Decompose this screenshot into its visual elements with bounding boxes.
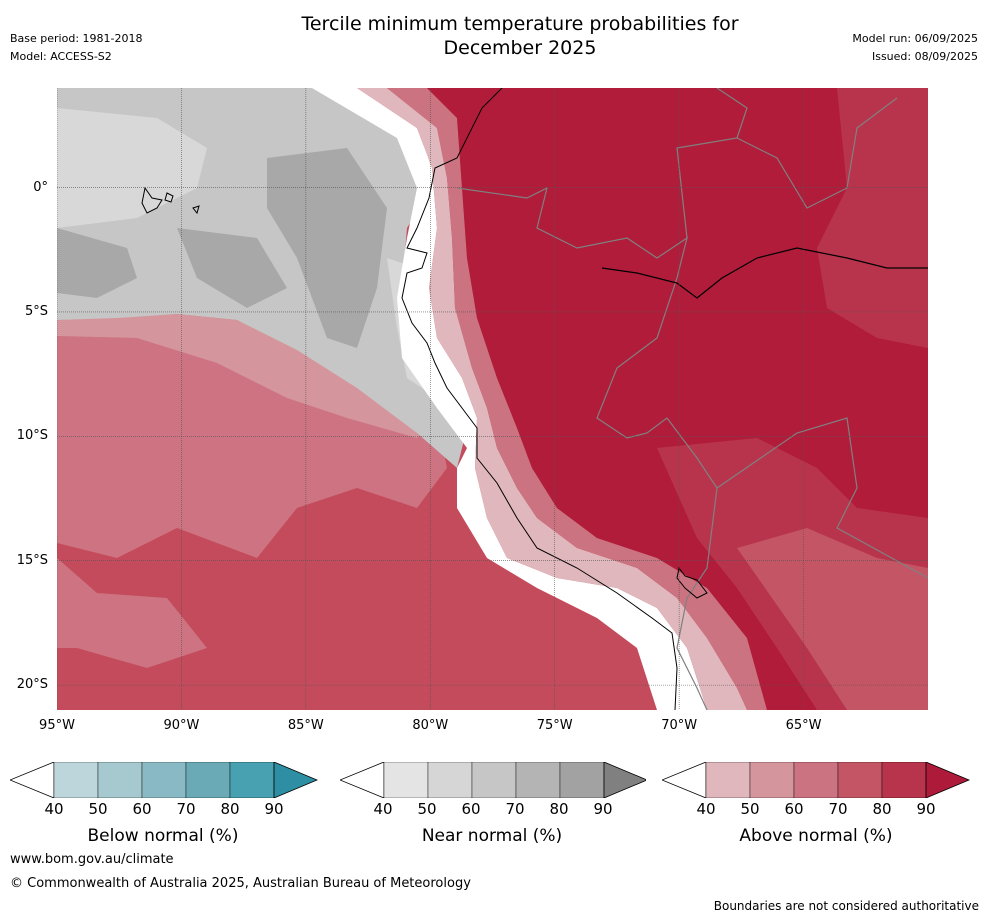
colorbar-segment <box>881 762 927 798</box>
near-normal-dark <box>57 148 387 348</box>
colorbar-min-arrow <box>662 762 707 798</box>
colorbar-segment <box>471 762 517 798</box>
colorbar-tick-label: 40 <box>696 800 716 818</box>
colorbar-segment <box>185 762 231 798</box>
colorbar-tick-label: 70 <box>176 800 196 818</box>
coastline <box>401 88 678 710</box>
colorbar-segment <box>141 762 187 798</box>
colorbar-tick-label: 90 <box>916 800 936 818</box>
land-above-normal-70 <box>737 528 928 710</box>
colorbar-segment <box>427 762 473 798</box>
colorbar-segment <box>515 762 561 798</box>
colorbar-min-arrow <box>10 762 55 798</box>
coastal-transition <box>312 88 707 710</box>
longitude-label: 95°W <box>39 718 75 733</box>
galapagos-islands <box>141 186 200 215</box>
amazon-river <box>601 247 928 299</box>
colorbar-near-label: Near normal (%) <box>421 826 563 846</box>
near-normal-light <box>57 108 447 398</box>
colorbar-max-arrow <box>273 762 318 798</box>
graticule <box>57 88 928 710</box>
model-run-text: Model run: 06/09/2025 <box>852 32 978 45</box>
colorbar-tick-label: 80 <box>549 800 569 818</box>
longitude-label: 80°W <box>412 718 449 733</box>
longitude-label: 75°W <box>536 718 573 733</box>
ocean-above-normal-light <box>57 314 437 438</box>
colorbar-tick-label: 60 <box>461 800 481 818</box>
colorbar-tick-label: 60 <box>784 800 804 818</box>
metadata-right: Model run: 06/09/2025 Issued: 08/09/2025 <box>852 30 978 66</box>
colorbar-tick-label: 50 <box>417 800 437 818</box>
map-title: Tercile minimum temperature probabilitie… <box>250 12 790 60</box>
colorbar-above-label: Above normal (%) <box>739 826 893 846</box>
coastal-light-band <box>357 88 747 710</box>
colorbar-segment <box>53 762 99 798</box>
base-period-text: Base period: 1981-2018 <box>10 32 143 45</box>
latitude-label: 20°S <box>16 677 48 693</box>
longitude-label: 65°W <box>785 718 822 733</box>
probability-map <box>57 88 928 710</box>
longitude-label: 70°W <box>661 718 698 733</box>
colorbar-segment <box>705 762 751 798</box>
colorbar-max-arrow <box>603 762 646 798</box>
longitude-label: 85°W <box>287 718 324 733</box>
colorbar-segment <box>229 762 275 798</box>
website-text: www.bom.gov.au/climate <box>10 852 174 867</box>
colorbar-tick-label: 90 <box>264 800 284 818</box>
colorbar-segment <box>749 762 795 798</box>
colorbar-near-normal <box>340 762 646 798</box>
latitude-label: 15°S <box>16 552 48 568</box>
metadata-left: Base period: 1981-2018 Model: ACCESS-S2 <box>10 30 142 66</box>
colorbar-tick-label: 60 <box>132 800 152 818</box>
colorbar-segment <box>837 762 883 798</box>
colorbar-tick-label: 80 <box>872 800 892 818</box>
colorbar-below-normal <box>10 762 318 798</box>
colorbar-tick-label: 50 <box>740 800 760 818</box>
title-line-2: December 2025 <box>443 37 597 59</box>
colorbar-tick-label: 80 <box>220 800 240 818</box>
colorbar-tick-label: 70 <box>505 800 525 818</box>
longitude-label: 90°W <box>163 718 200 733</box>
copyright-text: © Commonwealth of Australia 2025, Austra… <box>10 876 471 891</box>
colorbar-segment <box>97 762 143 798</box>
coastal-mid-band <box>387 88 767 710</box>
latitude-label: 0° <box>33 179 48 195</box>
colorbar-tick-label: 90 <box>593 800 613 818</box>
colorbar-tick-label: 40 <box>373 800 393 818</box>
latitude-label: 10°S <box>16 428 48 444</box>
colorbar-tick-label: 50 <box>88 800 108 818</box>
colorbar-tick-label: 40 <box>44 800 64 818</box>
colorbar-segment <box>383 762 429 798</box>
model-text: Model: ACCESS-S2 <box>10 50 112 63</box>
latitude-label: 5°S <box>24 303 48 319</box>
issued-text: Issued: 08/09/2025 <box>871 50 978 63</box>
colorbar-segment <box>559 762 605 798</box>
colorbar-segment <box>793 762 839 798</box>
lake-titicaca <box>676 566 708 599</box>
colorbar-above-normal <box>662 762 970 798</box>
colorbar-below-label: Below normal (%) <box>87 826 239 846</box>
colorbar-min-arrow <box>340 762 385 798</box>
country-borders <box>456 88 928 710</box>
colorbar-max-arrow <box>925 762 970 798</box>
colorbar-tick-label: 70 <box>828 800 848 818</box>
title-line-1: Tercile minimum temperature probabilitie… <box>301 13 739 35</box>
disclaimer-text: Boundaries are not considered authoritat… <box>713 899 979 913</box>
